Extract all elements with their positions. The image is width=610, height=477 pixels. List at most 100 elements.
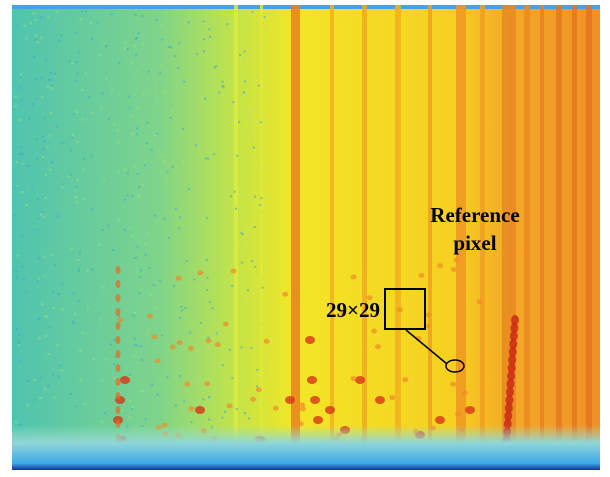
speckle — [73, 322, 76, 325]
speckle — [113, 377, 116, 380]
speckle — [179, 316, 182, 319]
stripe — [330, 5, 334, 445]
speckle — [81, 88, 84, 91]
warm-spot — [453, 257, 460, 263]
speckle — [124, 228, 127, 231]
speckle — [246, 171, 249, 174]
speckle — [144, 418, 147, 421]
speckle — [229, 195, 232, 198]
speckle — [163, 90, 166, 93]
speckle — [15, 185, 18, 188]
speckle — [149, 294, 152, 297]
speckle — [137, 31, 140, 34]
speckle — [205, 259, 208, 262]
speckle — [161, 331, 164, 334]
speckle — [90, 154, 93, 157]
speckle — [242, 59, 245, 62]
speckle — [123, 198, 126, 201]
speckle — [251, 10, 254, 13]
speckle — [126, 194, 129, 197]
speckle — [246, 289, 249, 292]
speckle — [183, 80, 186, 83]
warm-spot — [250, 396, 257, 402]
speckle — [196, 53, 199, 56]
speckle — [206, 327, 209, 330]
speckle — [256, 75, 259, 78]
speckle — [226, 23, 229, 26]
speckle — [186, 66, 189, 69]
speckle — [251, 137, 254, 140]
speckle — [245, 238, 248, 241]
speckle — [192, 377, 195, 380]
warm-spot — [205, 338, 212, 344]
speckle — [44, 315, 47, 318]
speckle — [18, 152, 21, 155]
speckle — [128, 399, 131, 402]
speckle — [20, 73, 23, 76]
speckle — [133, 354, 136, 357]
speckle — [145, 333, 148, 336]
speckle — [61, 186, 64, 189]
speckle — [254, 265, 257, 268]
speckle — [61, 308, 64, 311]
speckle — [71, 62, 74, 65]
hot-spot — [307, 376, 317, 384]
warm-spot — [418, 272, 425, 278]
stripe — [428, 5, 432, 445]
speckle — [178, 42, 181, 45]
speckle — [138, 390, 141, 393]
speckle — [130, 75, 133, 78]
speckle — [222, 86, 225, 89]
speckle — [47, 15, 50, 18]
speckle — [213, 66, 216, 69]
speckle — [33, 379, 36, 382]
speckle — [200, 278, 203, 281]
speckle — [178, 223, 181, 226]
warm-spot — [437, 263, 444, 269]
speckle — [76, 140, 79, 143]
warm-spot — [154, 358, 161, 364]
speckle — [167, 236, 170, 239]
speckle — [41, 303, 44, 306]
speckle — [124, 41, 127, 44]
hot-streak — [505, 387, 514, 397]
speckle — [169, 116, 172, 119]
speckle — [174, 404, 177, 407]
speckle — [132, 314, 135, 317]
speckle — [117, 219, 120, 222]
speckle — [206, 289, 209, 292]
speckle — [152, 283, 155, 286]
speckle — [60, 369, 63, 372]
speckle — [181, 309, 184, 312]
hot-streak — [510, 323, 519, 333]
speckle — [193, 278, 196, 281]
speckle — [62, 183, 65, 186]
speckle — [61, 141, 64, 144]
speckle — [209, 95, 212, 98]
speckle — [79, 379, 82, 382]
speckle — [179, 375, 182, 378]
speckle — [86, 270, 89, 273]
speckle — [133, 165, 136, 168]
stripe — [456, 5, 466, 445]
speckle — [167, 45, 170, 48]
speckle — [143, 164, 146, 167]
speckle — [170, 46, 173, 49]
speckle — [135, 53, 138, 56]
speckle — [181, 127, 184, 130]
speckle — [72, 113, 75, 116]
speckle — [210, 394, 213, 397]
speckle — [231, 284, 234, 287]
speckle — [128, 376, 131, 379]
speckle — [240, 346, 243, 349]
speckle — [136, 245, 139, 248]
speckle — [148, 267, 151, 270]
speckle — [14, 95, 17, 98]
speckle — [147, 328, 150, 331]
speckle — [71, 136, 74, 139]
speckle — [190, 421, 193, 424]
warm-spot — [389, 395, 396, 401]
speckle — [26, 164, 29, 167]
speckle — [209, 301, 212, 304]
speckle — [247, 417, 250, 420]
